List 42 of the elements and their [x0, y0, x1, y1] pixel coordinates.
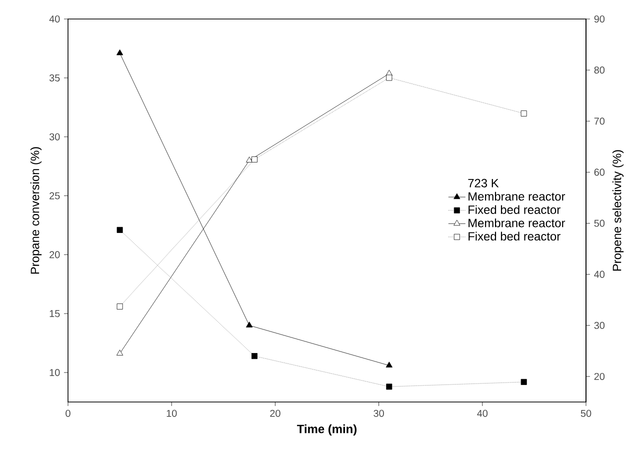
legend-label: Fixed bed reactor	[468, 205, 560, 214]
x-tick-label: 20	[270, 410, 280, 417]
x-tick-label: 0	[66, 410, 70, 417]
y2-tick-label: 20	[594, 372, 605, 380]
point	[520, 378, 527, 385]
y2-tick-label: 40	[594, 270, 605, 278]
y2-tick-label: 80	[594, 66, 605, 74]
y-tick-label: 15	[50, 310, 60, 318]
y2-tick-label: 60	[594, 168, 605, 176]
y2-tick-label: 90	[594, 15, 605, 23]
point	[386, 74, 392, 81]
y-tick-label: 25	[50, 192, 60, 200]
y2-tick-label: 30	[594, 322, 605, 329]
legend-label: Membrane reactor	[468, 192, 566, 201]
y2-tick-label: 70	[594, 118, 605, 125]
y-tick-label: 30	[49, 133, 60, 140]
legend-title: 723 K	[468, 178, 499, 188]
x-tick-label: 10	[166, 410, 177, 417]
y-axis-title: Propane conversion (%)	[30, 147, 42, 274]
x-tick-label: 40	[477, 410, 488, 417]
point	[520, 110, 527, 116]
y2-axis-title: Propene selectivity (%)	[612, 150, 624, 271]
x-tick-label: 50	[580, 410, 592, 417]
point	[116, 226, 123, 233]
legend-label: Fixed bed reactor	[468, 232, 560, 241]
point	[116, 304, 123, 310]
point	[116, 350, 124, 356]
y-tick-label: 35	[49, 74, 60, 82]
point	[251, 156, 258, 162]
y-tick-label: 40	[49, 15, 60, 23]
y2-tick-label: 50	[594, 220, 605, 227]
point	[246, 156, 253, 162]
y-tick-label: 20	[50, 251, 60, 258]
legend-label: Membrane reactor	[468, 218, 566, 228]
point	[116, 49, 124, 56]
x-tick-label: 30	[374, 410, 384, 417]
point	[386, 362, 392, 368]
point	[386, 384, 392, 390]
point	[246, 322, 253, 328]
x-axis-title: Time (min)	[297, 424, 357, 436]
point	[251, 353, 258, 360]
y-tick-label: 10	[50, 369, 60, 376]
